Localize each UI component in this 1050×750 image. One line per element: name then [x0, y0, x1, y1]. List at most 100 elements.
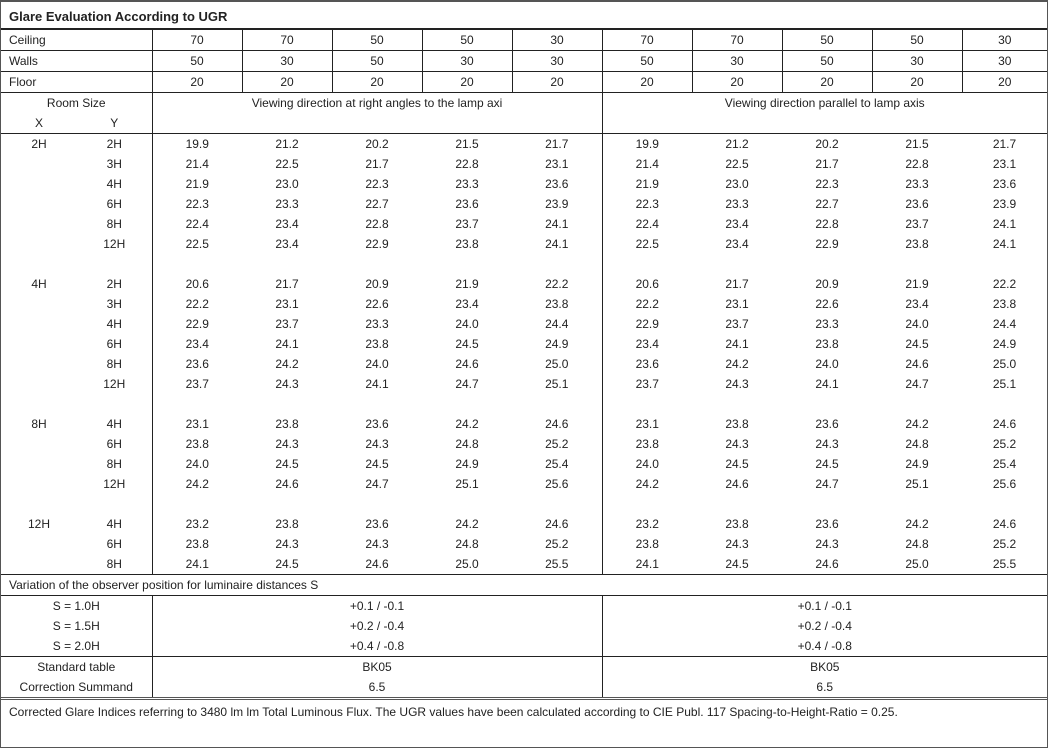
reflectance-value: 20 — [691, 71, 783, 93]
ugr-value: 21.2 — [242, 133, 332, 154]
ugr-value: 21.5 — [422, 133, 512, 154]
room-x — [1, 554, 77, 575]
room-y: 3H — [106, 297, 122, 311]
ugr-value: 22.5 — [725, 157, 749, 171]
reflectance-value: 20 — [781, 71, 873, 93]
ugr-value: 24.3 — [275, 437, 299, 451]
ugr-value: 24.0 — [815, 357, 839, 371]
ugr-value: 23.8 — [905, 237, 929, 251]
room-y: 4H — [106, 177, 122, 191]
room-x — [1, 174, 77, 194]
ugr-value: 22.4 — [601, 214, 692, 234]
ugr-value: 23.9 — [992, 197, 1017, 211]
ugr-value: 25.1 — [992, 377, 1017, 391]
ugr-value: 24.4 — [992, 317, 1017, 331]
ugr-value: 24.5 — [725, 457, 749, 471]
ugr-value: 21.4 — [601, 154, 692, 174]
ugr-value: 24.1 — [365, 377, 389, 391]
reflectance-value: 30 — [871, 50, 963, 72]
row-label: Walls — [1, 50, 153, 72]
ugr-value: 24.2 — [455, 417, 479, 431]
reflectance-value: 20 — [511, 71, 603, 93]
ugr-table: Ceiling 70 70 50 50 30 70 70 50 50 30 Walls 50 30 50 30… — [1, 29, 1047, 697]
ugr-value: 23.1 — [275, 297, 299, 311]
ugr-value: 23.0 — [725, 177, 749, 191]
ugr-value: 23.3 — [455, 177, 479, 191]
ugr-value: 24.2 — [151, 474, 242, 494]
ugr-value: 24.5 — [275, 457, 299, 471]
ugr-value: 24.3 — [365, 537, 389, 551]
ugr-value: 23.6 — [455, 197, 479, 211]
ugr-value: 24.0 — [905, 317, 929, 331]
data-row: 12H 24.2 24.6 24.7 25.1 25.6 24.2 24.6 24.7 25.1 2… — [1, 474, 1047, 494]
ugr-value: 23.8 — [815, 337, 839, 351]
reflectance-value: 30 — [511, 29, 603, 51]
room-x: 8H — [31, 417, 47, 431]
room-x — [1, 294, 77, 314]
room-x — [1, 454, 77, 474]
standard-label: Standard table — [1, 656, 152, 677]
ugr-value: 23.6 — [545, 177, 569, 191]
ugr-value: 21.7 — [512, 133, 602, 154]
reflectance-value: 50 — [601, 50, 693, 72]
perpendicular-header: Viewing direction at right angles to the… — [151, 92, 602, 134]
spacer — [601, 394, 1047, 414]
spacer — [151, 494, 602, 514]
room-x — [1, 154, 77, 174]
ugr-value: 25.0 — [992, 357, 1017, 371]
ugr-value: 23.4 — [275, 217, 299, 231]
ugr-value: 22.3 — [601, 194, 692, 214]
ugr-value: 23.3 — [905, 177, 929, 191]
variation-label: S = 1.0H — [1, 595, 152, 616]
data-row: 8H 24.1 24.5 24.6 25.0 25.5 24.1 24.5 24.6 25.0 25… — [1, 554, 1047, 575]
ugr-value: 24.3 — [725, 437, 749, 451]
ugr-value: 22.5 — [275, 157, 299, 171]
ugr-value: 24.3 — [275, 537, 299, 551]
room-x — [1, 234, 77, 254]
reflectance-value: 30 — [241, 50, 333, 72]
ugr-value: 24.6 — [725, 477, 749, 491]
room-x — [1, 334, 77, 354]
room-y: 2H — [77, 133, 152, 154]
ugr-value: 23.8 — [545, 297, 569, 311]
data-row: 4H 2H 20.6 21.7 20.9 21.9 22.2 20.6 21.7 20.9 21.9… — [1, 274, 1047, 294]
ugr-value: 21.9 — [905, 277, 929, 291]
ugr-value: 24.4 — [545, 317, 569, 331]
variation-par: +0.2 / -0.4 — [601, 616, 1047, 636]
room-x — [1, 354, 77, 374]
ugr-value: 24.2 — [905, 417, 929, 431]
room-y: 2H — [106, 277, 122, 291]
data-row: 12H 22.5 23.4 22.9 23.8 24.1 22.5 23.4 22.9 23.8 2… — [1, 234, 1047, 254]
standard-row: Standard table BK05 BK05 — [1, 656, 1047, 677]
ugr-value: 24.5 — [725, 557, 749, 571]
ugr-value: 22.4 — [151, 214, 242, 234]
ugr-value: 23.8 — [365, 337, 389, 351]
spacer-row — [1, 394, 1047, 414]
ugr-value: 25.6 — [992, 477, 1017, 491]
data-row: 4H 22.9 23.7 23.3 24.0 24.4 22.9 23.7 23.3 24.0 24… — [1, 314, 1047, 334]
reflectance-value: 70 — [601, 29, 693, 51]
room-x — [1, 434, 77, 454]
ugr-value: 21.5 — [872, 133, 962, 154]
ugr-value: 24.1 — [992, 237, 1017, 251]
ugr-value: 24.3 — [815, 537, 839, 551]
room-x — [1, 314, 77, 334]
room-x — [1, 214, 77, 234]
ugr-value: 21.2 — [692, 133, 782, 154]
reflectance-value: 30 — [961, 50, 1047, 72]
ugr-value: 25.4 — [545, 457, 569, 471]
ugr-value: 23.7 — [725, 317, 749, 331]
ugr-value: 20.6 — [601, 274, 692, 294]
ugr-value: 24.6 — [992, 417, 1017, 431]
variation-perp: +0.4 / -0.8 — [151, 636, 602, 657]
ugr-value: 25.5 — [545, 557, 569, 571]
ugr-value: 21.7 — [725, 277, 749, 291]
ugr-value: 24.6 — [365, 557, 389, 571]
ugr-value: 24.5 — [455, 337, 479, 351]
ugr-value: 21.9 — [601, 174, 692, 194]
room-y: 12H — [103, 377, 126, 391]
ugr-value: 25.6 — [545, 477, 569, 491]
data-row: 8H 23.6 24.2 24.0 24.6 25.0 23.6 24.2 24.0 24.6 25… — [1, 354, 1047, 374]
ugr-value: 22.9 — [601, 314, 692, 334]
ugr-value: 24.8 — [905, 537, 929, 551]
